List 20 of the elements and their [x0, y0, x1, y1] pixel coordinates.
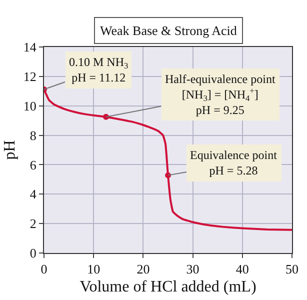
y-tick-label: 2 [30, 216, 36, 232]
y-tick-label: 12 [23, 68, 36, 84]
x-tick-label: 0 [40, 262, 48, 277]
y-tick-label: 0 [30, 246, 36, 261]
x-tick-label: 20 [136, 262, 150, 277]
y-tick-label: 14 [23, 40, 37, 55]
y-tick-label: 4 [30, 186, 37, 202]
annotation: Half-equivalence point [NH$_{3}$] = [NH$_{4}$$^{+}$] pH = 9.25 [165, 72, 276, 118]
annotation: 0.10 M NH$_{3}$ pH = 11.12 [69, 55, 128, 85]
x-tick-label: 50 [286, 262, 298, 277]
annotation: Equivalence point pH = 5.28 [190, 148, 278, 178]
y-tick-label: 6 [30, 157, 37, 172]
x-tick-label: 10 [87, 262, 100, 277]
x-tick-label: 30 [186, 262, 200, 277]
y-axis-title: pH [1, 140, 18, 160]
y-tick-label: 8 [30, 128, 36, 143]
chart-title: Weak Base & Strong Acid [100, 23, 238, 38]
y-tick-label: 10 [23, 98, 36, 114]
x-tick-label: 40 [236, 262, 249, 277]
x-axis-title: Volume of HCl added (mL) [80, 278, 256, 296]
